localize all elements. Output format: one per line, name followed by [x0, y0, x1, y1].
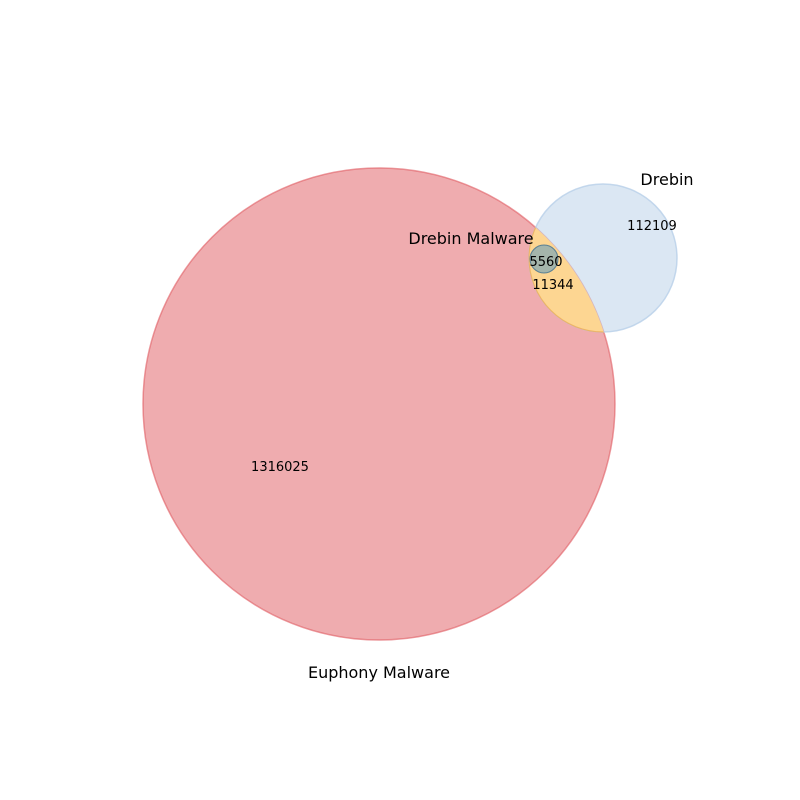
all-three-count: 5560	[529, 255, 562, 270]
drebin-malware-label: Drebin Malware	[408, 229, 533, 248]
euphony-drebin-count: 11344	[532, 278, 573, 293]
drebin-label: Drebin	[640, 170, 693, 189]
euphony-only-count: 1316025	[251, 460, 309, 475]
euphony-malware-label: Euphony Malware	[308, 663, 450, 682]
drebin-only-count: 112109	[627, 219, 677, 234]
euphony-malware-circle	[142, 167, 616, 641]
drebin-malware-circle	[529, 244, 559, 274]
